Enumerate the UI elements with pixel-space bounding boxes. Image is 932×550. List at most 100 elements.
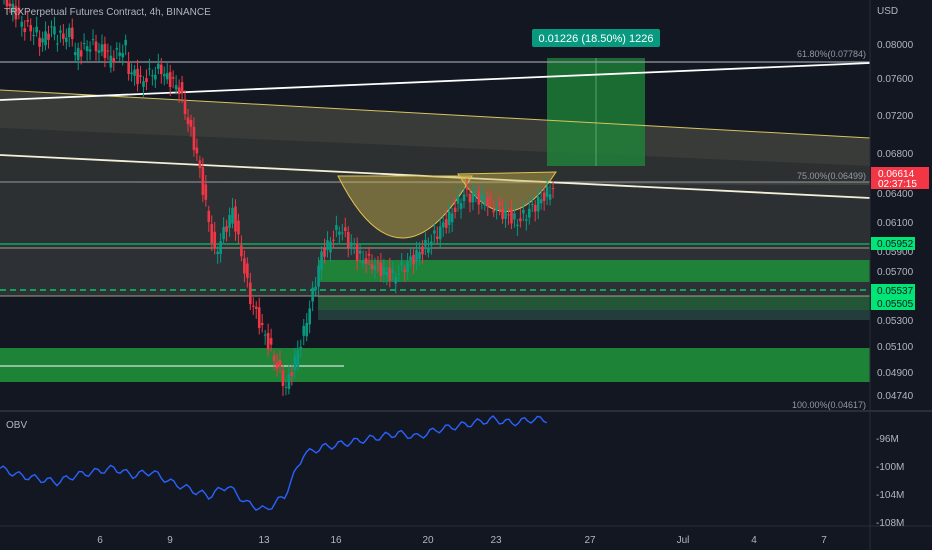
- candle-body: [415, 249, 418, 262]
- candle-body: [459, 203, 463, 209]
- symbol-title[interactable]: TRXPerpetual Futures Contract, 4h, BINAN…: [4, 7, 211, 18]
- price-tick-label: 0.08000: [877, 40, 914, 51]
- candle-body: [82, 43, 86, 45]
- fib-750-label: 75.00%(0.06499): [797, 171, 866, 181]
- demand-zone-upper: [318, 260, 870, 282]
- candle-body: [207, 210, 211, 222]
- candle-body: [219, 241, 222, 255]
- candle-body: [174, 85, 178, 90]
- candle-body: [23, 28, 27, 33]
- candle-body: [323, 248, 326, 257]
- candle-body: [284, 386, 288, 388]
- candle-body: [308, 308, 311, 325]
- candle-body: [127, 61, 130, 74]
- candle-body: [409, 256, 412, 261]
- candle-body: [335, 225, 338, 231]
- channel-upper-edge: [0, 89, 871, 139]
- candle-body: [373, 265, 377, 271]
- candle-body: [38, 37, 41, 47]
- time-tick-label: 9: [167, 535, 173, 546]
- candle-body: [394, 277, 398, 284]
- candle-body: [263, 334, 267, 336]
- last-price-countdown: 02:37:15: [878, 179, 917, 190]
- candle-body: [5, 0, 9, 7]
- candle-body: [234, 206, 237, 232]
- candle-body: [352, 247, 356, 249]
- obv-line: [0, 415, 548, 511]
- candle-body: [210, 224, 214, 243]
- obv-title[interactable]: OBV: [6, 420, 27, 431]
- obv-tick-label: -108M: [876, 518, 904, 529]
- candle-body: [29, 25, 33, 32]
- candle-body: [76, 47, 80, 61]
- candle-body: [56, 43, 59, 45]
- candle-body: [62, 33, 65, 39]
- candle-body: [427, 247, 430, 253]
- candle-body: [189, 120, 193, 127]
- candle-body: [305, 322, 309, 337]
- candle-body: [272, 355, 276, 361]
- candle-body: [142, 81, 145, 87]
- time-axis-ticks[interactable]: 6 9 13 16 20 23 27 Jul 4 7: [97, 535, 827, 546]
- candle-body: [136, 68, 139, 85]
- candle-body: [343, 227, 347, 231]
- candle-body: [536, 196, 540, 212]
- candle-body: [20, 21, 24, 27]
- demand-zone-lower: [0, 348, 870, 382]
- candle-body: [474, 195, 478, 197]
- candle-body: [50, 26, 53, 28]
- obv-axis-ticks[interactable]: -96M -100M -104M -108M: [876, 434, 904, 529]
- measure-label: 0.01226 (18.50%) 1226: [539, 33, 654, 45]
- candle-body: [103, 43, 107, 58]
- channel-upper-line: [0, 62, 871, 101]
- candle-body: [281, 370, 285, 387]
- demand-zone-middle: [318, 296, 870, 310]
- candle-body: [88, 49, 92, 52]
- candle-body: [275, 362, 279, 369]
- candle-body: [516, 224, 519, 226]
- candle-body: [447, 211, 451, 225]
- candle-body: [237, 220, 240, 235]
- candle-body: [246, 263, 249, 278]
- candle-body: [70, 27, 74, 40]
- candle-body: [118, 52, 122, 56]
- candle-body: [438, 226, 442, 240]
- candle-body: [501, 208, 504, 220]
- candle-body: [338, 231, 341, 235]
- candle-body: [59, 30, 62, 33]
- candle-body: [456, 196, 460, 204]
- candle-body: [11, 3, 15, 12]
- candle-body: [216, 251, 219, 255]
- candle-body: [545, 186, 549, 197]
- price-tick-label: 0.04740: [877, 391, 914, 402]
- candle-body: [326, 240, 329, 250]
- price-tick-label: 0.07600: [877, 74, 914, 85]
- candle-body: [403, 269, 406, 272]
- price-tick-label: 0.05100: [877, 342, 914, 353]
- candle-body: [480, 193, 484, 202]
- candle-body: [171, 77, 175, 79]
- candle-body: [195, 147, 199, 154]
- obv-tick-label: -104M: [876, 490, 904, 501]
- time-tick-label: 4: [751, 535, 757, 546]
- candle-body: [471, 193, 475, 203]
- candle-body: [424, 239, 427, 247]
- fib-1000-label: 100.00%(0.04617): [792, 400, 866, 410]
- candle-body: [385, 272, 389, 276]
- candle-body: [94, 41, 98, 52]
- candle-body: [130, 72, 133, 75]
- price-axis-unit[interactable]: USD: [877, 6, 898, 17]
- candle-series: [3, 0, 555, 396]
- candle-body: [109, 55, 113, 68]
- candle-body: [85, 46, 89, 52]
- price-tick-label: 0.06800: [877, 149, 914, 160]
- price-axis-ticks[interactable]: 0.08000 0.07600 0.07200 0.06800 0.06400 0.061…: [877, 40, 914, 402]
- candle-body: [124, 39, 127, 46]
- candle-body: [542, 192, 546, 201]
- candle-body: [367, 253, 371, 256]
- candle-body: [240, 245, 243, 257]
- candle-body: [525, 219, 528, 221]
- candle-body: [421, 246, 424, 255]
